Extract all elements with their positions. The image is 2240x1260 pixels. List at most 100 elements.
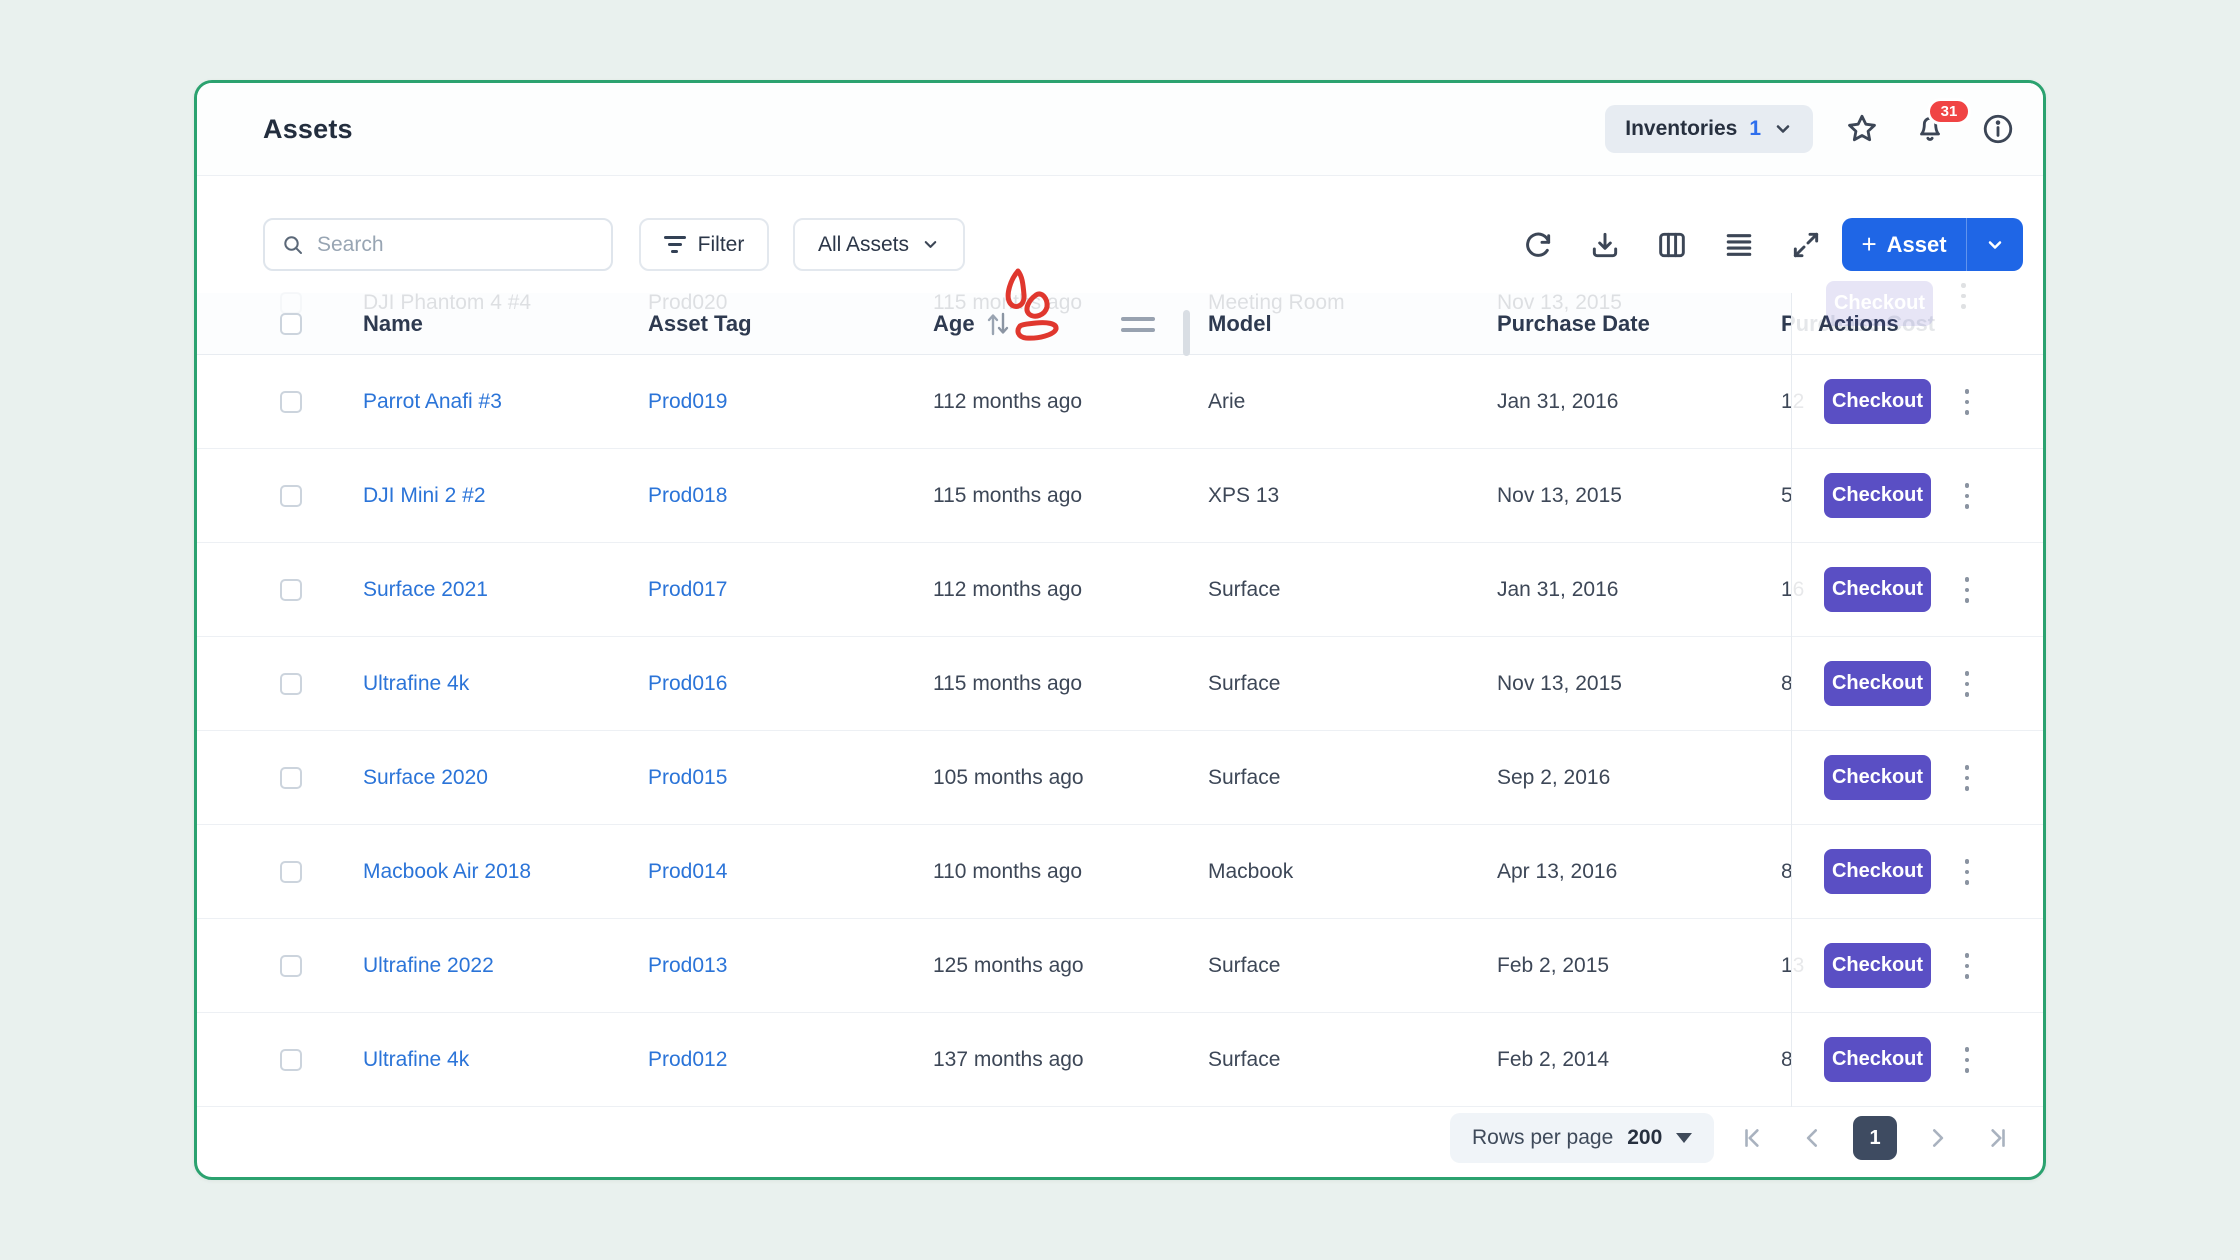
asset-model: Surface	[1208, 954, 1281, 977]
filter-icon	[663, 236, 686, 253]
add-asset-menu-button[interactable]	[1967, 235, 2023, 255]
sort-arrows-icon[interactable]	[985, 309, 1011, 339]
asset-age: 115 months ago	[933, 672, 1083, 695]
prev-page-button[interactable]	[1793, 1118, 1833, 1158]
column-header-asset-tag[interactable]: Asset Tag	[648, 311, 752, 336]
asset-purchase-date: Feb 2, 2015	[1497, 954, 1610, 977]
fullscreen-button[interactable]	[1789, 228, 1823, 262]
column-drag-handle[interactable]	[1121, 293, 1155, 355]
row-checkbox[interactable]	[280, 1049, 302, 1071]
search-input[interactable]: Search	[263, 218, 613, 271]
inventories-label: Inventories	[1625, 117, 1738, 140]
chevron-down-icon	[1988, 240, 2002, 249]
asset-tag-link[interactable]: Prod012	[648, 1048, 728, 1071]
checkout-button[interactable]: Checkout	[1824, 473, 1931, 518]
actions-cell: Checkout	[1792, 449, 2043, 543]
asset-tag-link[interactable]: Prod015	[648, 766, 728, 789]
info-button[interactable]	[1979, 110, 2017, 148]
asset-name-link[interactable]: DJI Mini 2 #2	[363, 484, 486, 507]
actions-cell: Checkout	[1792, 919, 2043, 1013]
rows-per-page-label: Rows per page	[1472, 1126, 1614, 1149]
checkout-button[interactable]: Checkout	[1824, 943, 1931, 988]
asset-age: 112 months ago	[933, 578, 1083, 601]
table-row: Macbook Air 2018 Prod014 110 months ago …	[197, 825, 2043, 919]
asset-name-link[interactable]: Surface 2020	[363, 766, 488, 789]
filter-button[interactable]: Filter	[639, 218, 769, 271]
kebab-menu-icon[interactable]	[1959, 945, 1975, 987]
asset-tag-link[interactable]: Prod017	[648, 578, 728, 601]
row-density-button[interactable]	[1722, 228, 1756, 262]
kebab-menu-icon[interactable]	[1959, 851, 1975, 893]
row-checkbox[interactable]	[280, 955, 302, 977]
checkout-button[interactable]: Checkout	[1824, 379, 1931, 424]
checkout-button[interactable]: Checkout	[1824, 661, 1931, 706]
page-title: Assets	[263, 113, 353, 144]
asset-tag-link[interactable]: Prod018	[648, 484, 728, 507]
asset-name-link[interactable]: Surface 2021	[363, 578, 488, 601]
favorite-star-button[interactable]	[1843, 110, 1881, 148]
asset-age: 112 months ago	[933, 390, 1083, 413]
kebab-menu-icon[interactable]	[1959, 381, 1975, 423]
kebab-menu-icon[interactable]	[1959, 475, 1975, 517]
first-page-icon	[1745, 1129, 1759, 1147]
column-header-actions: Actions	[1792, 293, 2043, 355]
actions-column: Actions Checkout Checkout Checkout Check…	[1791, 293, 2043, 1107]
last-page-icon	[1991, 1129, 2005, 1147]
checkout-button[interactable]: Checkout	[1824, 849, 1931, 894]
inventories-dropdown[interactable]: Inventories 1	[1605, 105, 1813, 153]
add-asset-button[interactable]: + Asset	[1842, 229, 1966, 260]
row-checkbox[interactable]	[280, 579, 302, 601]
column-header-purchase-date[interactable]: Purchase Date	[1497, 311, 1650, 336]
last-page-button[interactable]	[1977, 1118, 2017, 1158]
first-page-button[interactable]	[1733, 1118, 1773, 1158]
asset-age: 137 months ago	[933, 1048, 1084, 1071]
table-row: Ultrafine 2022 Prod013 125 months ago Su…	[197, 919, 2043, 1013]
asset-model: Surface	[1208, 1048, 1281, 1071]
kebab-menu-icon[interactable]	[1959, 569, 1975, 611]
asset-tag-link[interactable]: Prod013	[648, 954, 728, 977]
notification-count-badge: 31	[1927, 98, 1971, 125]
kebab-menu-icon[interactable]	[1959, 757, 1975, 799]
asset-name-link[interactable]: Macbook Air 2018	[363, 860, 532, 883]
checkout-button[interactable]: Checkout	[1824, 755, 1931, 800]
asset-name-link[interactable]: Parrot Anafi #3	[363, 390, 502, 413]
checkout-button[interactable]: Checkout	[1824, 567, 1931, 612]
row-checkbox[interactable]	[280, 673, 302, 695]
column-header-age[interactable]: Age	[933, 293, 1011, 355]
asset-tag-link[interactable]: Prod014	[648, 860, 728, 883]
next-page-button[interactable]	[1917, 1118, 1957, 1158]
table-footer: Rows per page 200 1	[197, 1101, 2043, 1177]
export-button[interactable]	[1588, 228, 1622, 262]
asset-tag-link[interactable]: Prod016	[648, 672, 728, 695]
row-checkbox[interactable]	[280, 485, 302, 507]
star-icon	[1848, 114, 1876, 142]
asset-name-link[interactable]: Ultrafine 4k	[363, 672, 470, 695]
chevron-down-icon	[1776, 125, 1790, 133]
checkout-button[interactable]: Checkout	[1824, 1037, 1931, 1082]
refresh-icon	[1526, 232, 1551, 257]
table-tools	[1521, 218, 1823, 271]
asset-name-link[interactable]: Ultrafine 2022	[363, 954, 494, 977]
asset-name-link[interactable]: Ultrafine 4k	[363, 1048, 470, 1071]
column-resize-handle[interactable]	[1183, 310, 1190, 356]
refresh-button[interactable]	[1521, 228, 1555, 262]
asset-scope-dropdown[interactable]: All Assets	[793, 218, 965, 271]
row-checkbox[interactable]	[280, 767, 302, 789]
kebab-menu-icon[interactable]	[1959, 1039, 1975, 1081]
row-checkbox[interactable]	[280, 391, 302, 413]
notifications-button[interactable]: 31	[1911, 98, 1971, 148]
asset-tag-link[interactable]: Prod019	[648, 390, 728, 413]
caret-down-icon	[1676, 1133, 1693, 1143]
column-header-name[interactable]: Name	[363, 311, 423, 336]
columns-icon	[1659, 232, 1685, 257]
asset-model: Surface	[1208, 766, 1281, 789]
current-page-button[interactable]: 1	[1853, 1116, 1897, 1160]
row-checkbox[interactable]	[280, 861, 302, 883]
column-header-model[interactable]: Model	[1208, 311, 1272, 336]
rows-per-page-dropdown[interactable]: Rows per page 200	[1450, 1113, 1715, 1163]
table-toolbar: Search Filter All Assets	[197, 218, 2043, 271]
columns-button[interactable]	[1655, 228, 1689, 262]
asset-purchase-date: Apr 13, 2016	[1497, 860, 1618, 883]
kebab-menu-icon[interactable]	[1959, 663, 1975, 705]
select-all-checkbox[interactable]	[280, 313, 302, 335]
